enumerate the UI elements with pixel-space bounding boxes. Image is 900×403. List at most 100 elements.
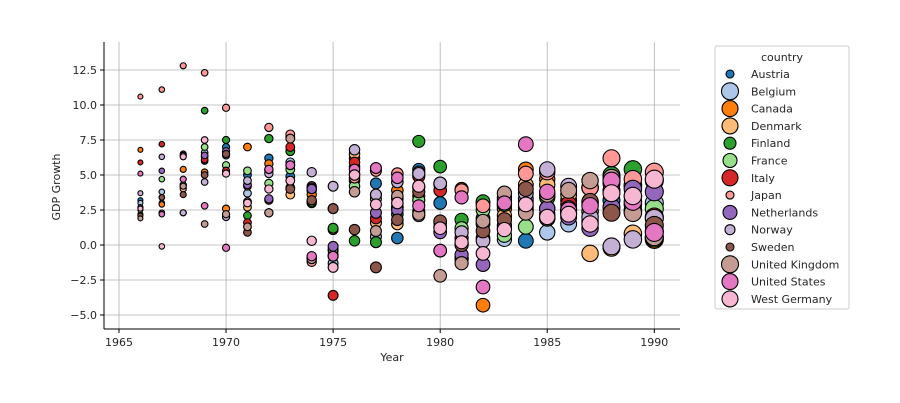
axes: 1965 1970 1975 1980 1985 1990 −5.0 −2.5 0.0 2.5 5.… — [70, 42, 680, 349]
legend-marker-sweden — [725, 242, 735, 252]
point-italy — [285, 142, 296, 152]
point-united-states — [200, 201, 209, 210]
point-netherlands — [264, 194, 274, 204]
point-united-states — [306, 250, 317, 262]
y-tick-label: 2.5 — [80, 204, 98, 217]
point-united-kingdom — [137, 215, 144, 222]
point-norway — [623, 230, 643, 249]
legend-marker-finland — [723, 136, 737, 150]
point-sweden — [158, 194, 166, 201]
point-united-kingdom — [285, 133, 296, 144]
point-west-germany — [454, 235, 469, 250]
point-france — [200, 143, 209, 151]
point-united-kingdom — [581, 171, 599, 190]
legend-marker-netherlands — [722, 204, 738, 220]
legend: country Austria Belgium Canada Denmark Finla… — [714, 45, 850, 310]
point-west-germany — [348, 169, 361, 181]
point-norway — [327, 180, 339, 192]
point-united-states — [539, 183, 556, 200]
legend-marker-norway — [724, 224, 736, 236]
point-west-germany — [496, 221, 513, 238]
data-points — [137, 62, 664, 313]
legend-marker-belgium — [720, 82, 740, 101]
point-japan — [264, 122, 274, 133]
point-united-kingdom — [433, 268, 448, 283]
y-tick-label: 7.5 — [80, 134, 98, 147]
x-tick-label: 1980 — [426, 336, 454, 349]
point-finland — [200, 106, 209, 115]
legend-label-sweden: Sweden — [751, 241, 794, 254]
point-united-states — [496, 195, 513, 211]
point-finland — [433, 159, 448, 174]
point-west-germany — [517, 196, 534, 213]
point-united-states — [475, 279, 491, 295]
point-finland — [221, 135, 231, 145]
point-west-germany — [560, 205, 578, 223]
point-france — [158, 175, 166, 183]
point-west-germany — [200, 136, 209, 144]
point-west-germany — [369, 198, 382, 211]
legend-label-norway: Norway — [751, 224, 793, 237]
point-norway — [348, 144, 361, 156]
point-finland — [264, 133, 274, 144]
point-austria — [391, 231, 404, 245]
point-west-germany — [221, 169, 231, 178]
point-united-states — [412, 199, 426, 213]
point-united-states — [391, 171, 404, 185]
point-netherlands — [306, 183, 317, 195]
legend-label-west-germany: West Germany — [751, 293, 833, 306]
point-west-germany — [306, 235, 317, 247]
point-canada — [179, 165, 187, 173]
point-west-germany — [623, 186, 643, 206]
point-netherlands — [327, 240, 339, 252]
point-west-germany — [475, 246, 491, 261]
x-tick-label: 1965 — [105, 336, 133, 349]
point-japan — [517, 165, 534, 182]
legend-label-canada: Canada — [751, 103, 793, 116]
x-tick-label: 1985 — [533, 336, 561, 349]
point-united-kingdom — [475, 213, 491, 229]
point-sweden — [179, 191, 187, 199]
point-united-states — [137, 170, 144, 177]
point-united-kingdom — [179, 182, 187, 190]
point-japan — [137, 93, 144, 100]
y-tick-label: 12.5 — [73, 64, 98, 77]
legend-label-france: France — [751, 155, 788, 168]
point-sweden — [200, 171, 209, 179]
point-japan — [200, 68, 209, 77]
point-west-germany — [179, 153, 187, 161]
point-austria — [517, 232, 534, 249]
point-west-germany — [539, 208, 556, 226]
point-west-germany — [327, 261, 339, 273]
point-norway — [539, 161, 556, 178]
point-norway — [200, 178, 209, 186]
point-sweden — [348, 223, 361, 236]
point-canada — [243, 142, 252, 152]
legend-items: Austria Belgium Canada Denmark Finland France… — [720, 68, 839, 308]
legend-label-italy: Italy — [751, 172, 775, 185]
point-finland — [369, 236, 382, 249]
point-netherlands — [200, 151, 209, 160]
point-united-kingdom — [369, 224, 382, 238]
point-united-kingdom — [454, 256, 469, 271]
legend-marker-austria — [725, 69, 735, 79]
point-united-states — [327, 250, 339, 262]
y-tick-label: 5.0 — [80, 169, 98, 182]
legend-label-belgium: Belgium — [751, 85, 796, 98]
point-austria — [369, 177, 382, 190]
point-norway — [412, 167, 426, 181]
point-united-states — [433, 243, 448, 258]
point-united-states — [454, 190, 469, 205]
legend-marker-france — [722, 152, 738, 169]
y-tick-label: 0.0 — [80, 239, 98, 252]
point-united-kingdom — [243, 222, 252, 232]
y-axis-label: GDP Growth — [50, 154, 63, 221]
point-west-germany — [158, 243, 166, 250]
legend-label-united-states: United States — [751, 276, 826, 289]
point-norway — [243, 176, 252, 186]
point-united-states — [581, 197, 599, 215]
x-tick-label: 1975 — [319, 336, 347, 349]
point-united-states — [264, 164, 274, 175]
point-sweden — [327, 203, 339, 215]
point-finland — [348, 235, 361, 247]
